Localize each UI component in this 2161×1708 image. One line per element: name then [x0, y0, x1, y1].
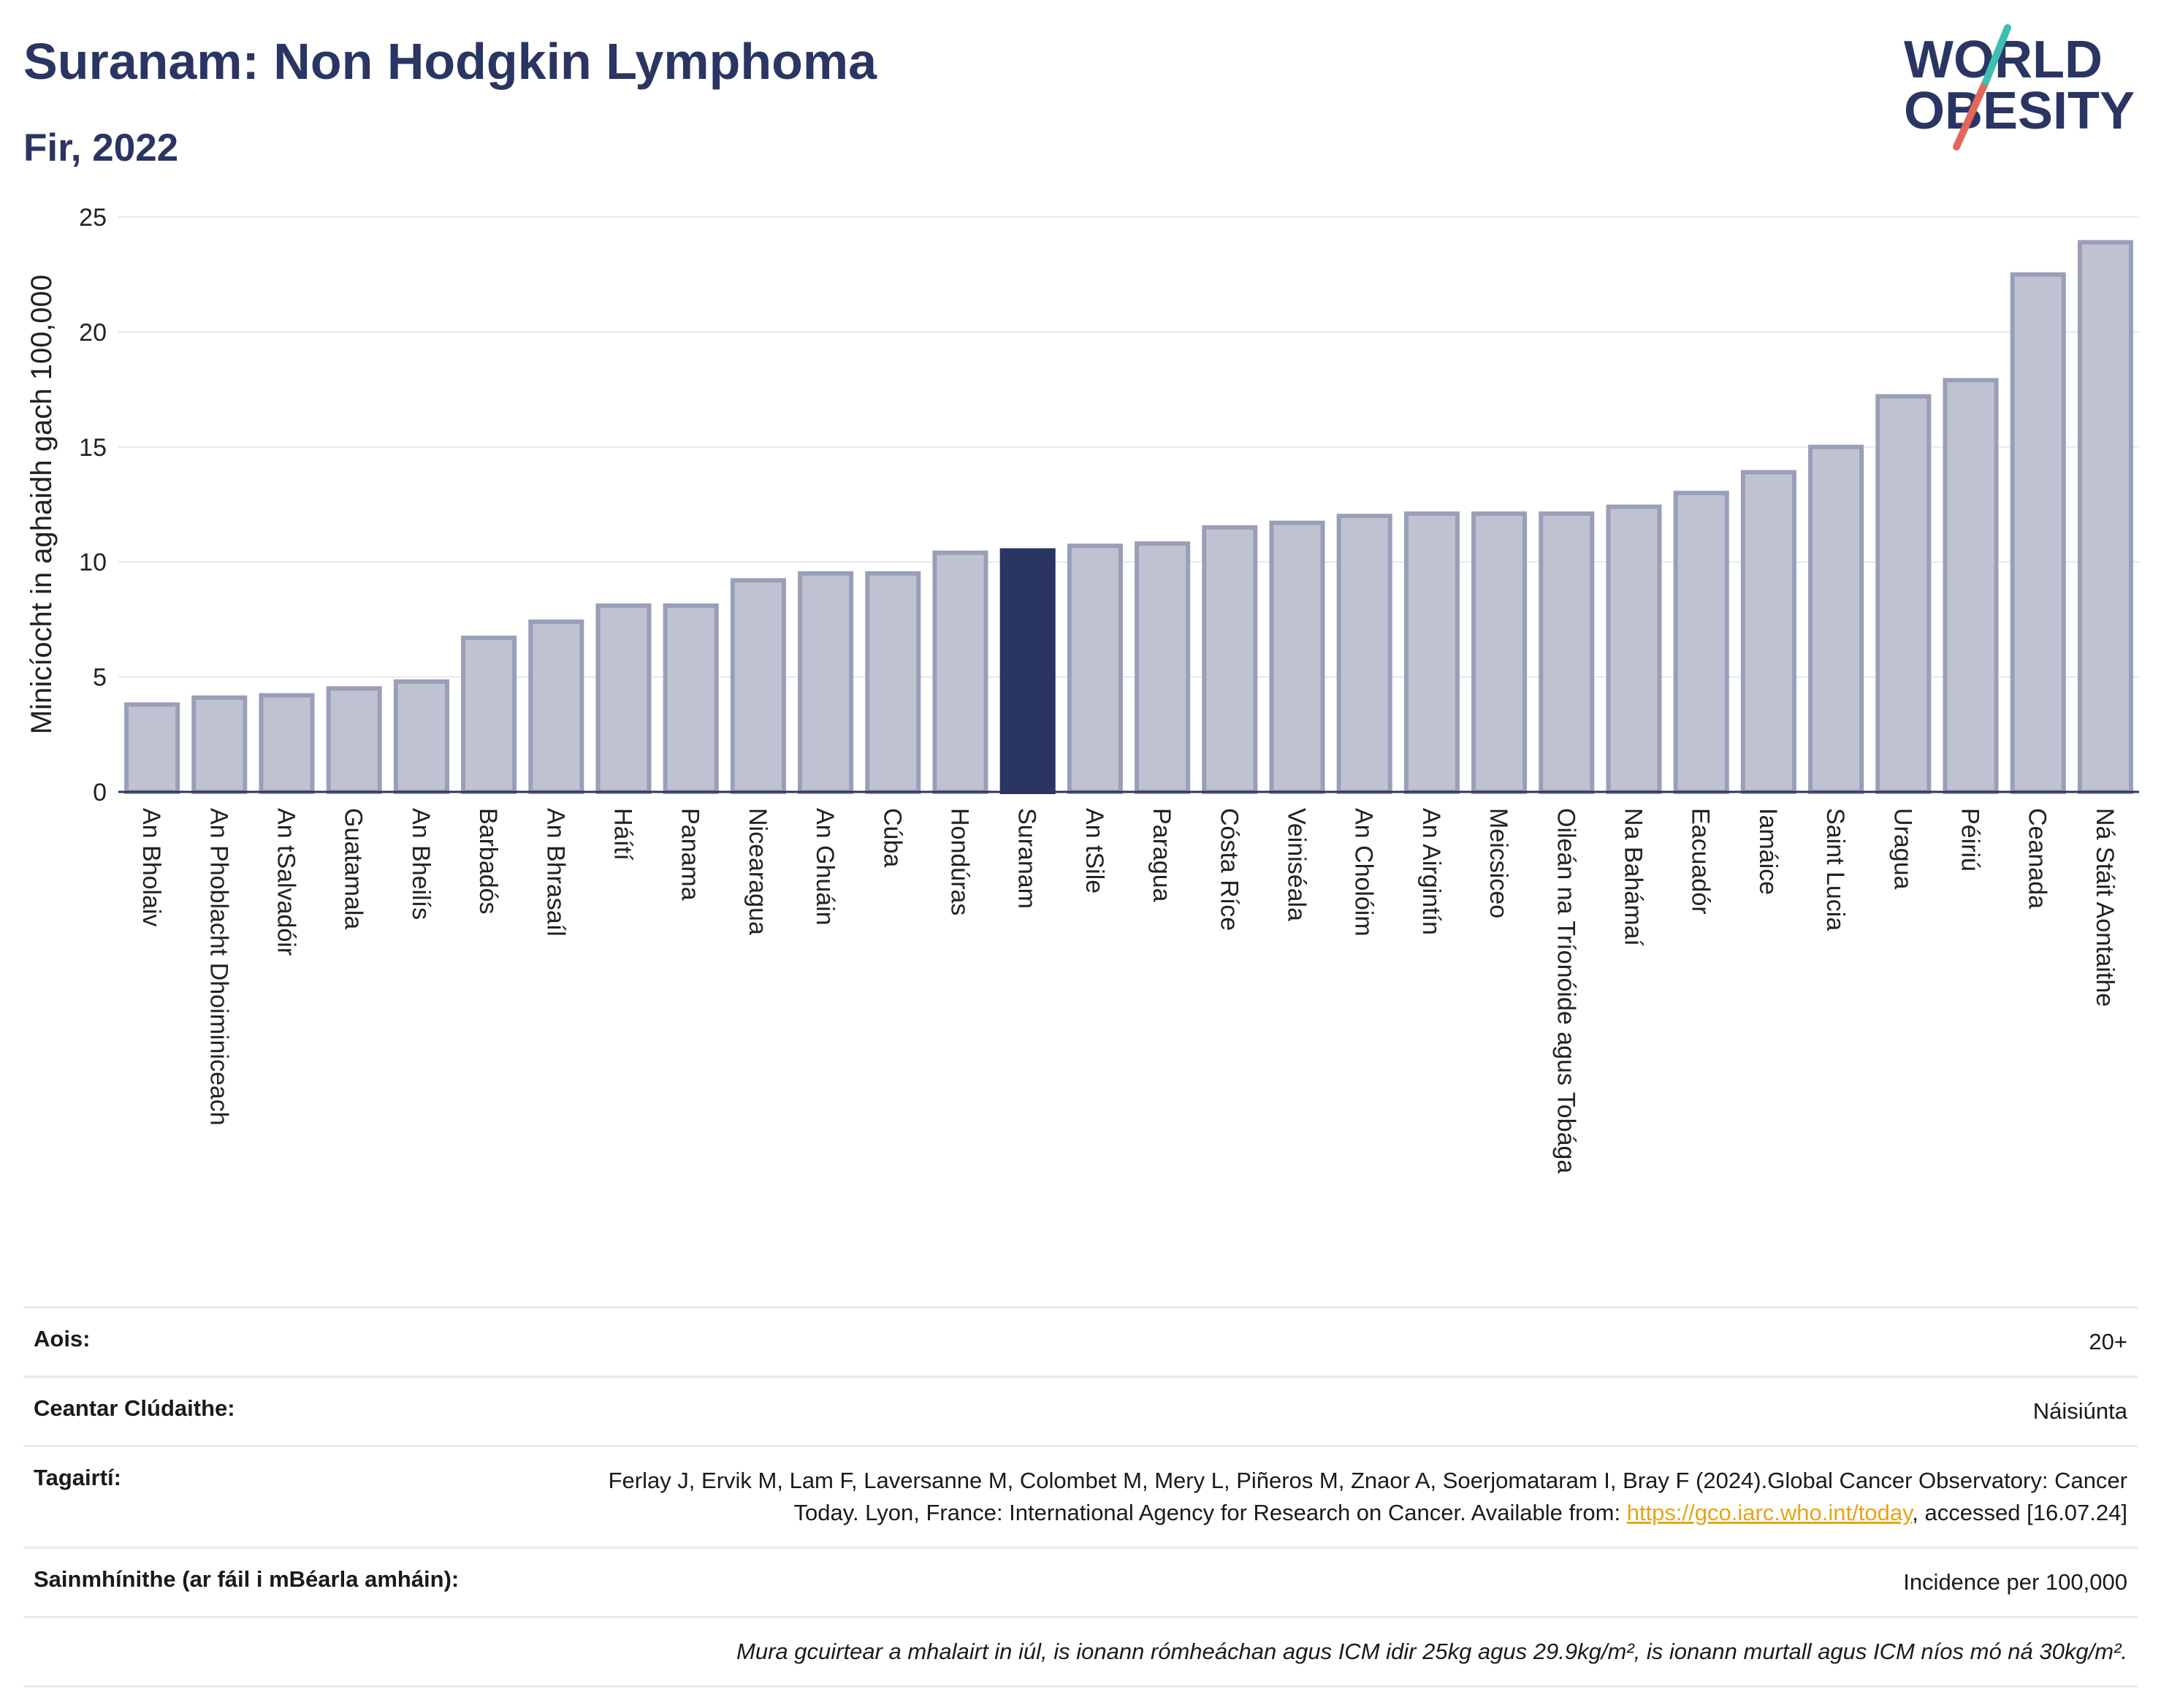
x-tick-label: Ná Stáit Aontaithe [2091, 808, 2119, 1007]
x-tick-label: Cúba [878, 808, 906, 867]
x-axis-labels: An Bholaiv An Phoblacht Dhoiminiceach An t… [137, 808, 2119, 1173]
info-row-note: Mura gcuirtear a mhalairt in iúl, is ion… [23, 1616, 2138, 1688]
references-text: Ferlay J, Ervik M, Lam F, Laversanne M, … [608, 1468, 2127, 1525]
info-row-coverage: Ceantar Clúdaithe: Náisiúnta [23, 1376, 2138, 1445]
bar-meicsiceo [1471, 511, 1528, 794]
bar-iam-ice [1740, 470, 1796, 794]
y-tick-label: 0 [93, 779, 107, 807]
bar-an-bholaiv [124, 702, 180, 794]
bar-h-t- [595, 603, 652, 795]
bar-nicearagua [730, 578, 786, 794]
bar-an-tsalvad-ir [259, 693, 315, 794]
x-tick-label: Saint Lucia [1821, 808, 1849, 931]
world-obesity-logo: WORLD OBESITY [1904, 24, 2135, 150]
info-table: Aois: 20+ Ceantar Clúdaithe: Náisiúnta T… [23, 1306, 2138, 1688]
x-tick-label: Guatamala [340, 808, 367, 929]
x-tick-label: An Ghuáin [811, 808, 839, 926]
bar-an-ghu-in [798, 571, 854, 794]
bar-p-iri- [1943, 378, 1999, 794]
x-tick-label: Nicearagua [744, 808, 771, 935]
references-link[interactable]: https://gco.iarc.who.int/today [1626, 1500, 1913, 1525]
y-tick-label: 15 [79, 434, 107, 462]
bar-an-airgint-n [1403, 511, 1460, 794]
x-tick-label: Iamáice [1754, 808, 1782, 895]
bar-eacuad-r [1673, 490, 1729, 794]
x-tick-label: Cósta Ríce [1215, 808, 1243, 931]
bar-ceanada [2010, 272, 2066, 794]
y-tick-label: 25 [79, 204, 107, 232]
references-label: Tagairtí: [34, 1465, 121, 1490]
y-axis-label: Minicíocht in aghaidh gach 100,000 [26, 275, 58, 734]
bar-an-bheil-s [393, 679, 449, 794]
x-tick-label: An Bheilís [407, 808, 435, 920]
footnote: Mura gcuirtear a mhalairt in iúl, is ion… [736, 1639, 2127, 1664]
bar-n-st-it-aontaithe [2077, 240, 2133, 794]
x-tick-label: An Cholóim [1350, 808, 1378, 937]
x-tick-label: Barbadós [474, 808, 502, 915]
grid-lines [118, 216, 2139, 678]
logo-line2: OBESITY [1904, 82, 2135, 140]
page-subtitle: Fir, 2022 [23, 126, 179, 169]
definitions-value: Incidence per 100,000 [1903, 1569, 2127, 1595]
x-tick-label: An Bhrasaíl [541, 808, 569, 937]
bar-an-chol-im [1336, 514, 1392, 794]
x-tick-label: An Bholaiv [137, 808, 165, 927]
bar-panama [663, 603, 719, 795]
bar-barbad-s [461, 636, 517, 794]
page-title: Suranam: Non Hodgkin Lymphoma [23, 33, 877, 90]
bar-suranam [999, 548, 1056, 795]
x-tick-label: Na Bahámaí [1620, 808, 1647, 947]
x-tick-label: Hondúras [946, 808, 974, 915]
bar-an-bhrasa-l [528, 619, 584, 794]
y-axis-ticks: 0 5 10 15 20 25 [79, 204, 107, 807]
x-tick-label: Panama [676, 808, 704, 901]
x-tick-label: Péiriú [1956, 808, 1984, 872]
x-tick-label: Meicsiceo [1485, 808, 1512, 918]
bar-chart: 0 5 10 15 20 25 An Bholaiv An Phoblacht Dhoimi… [26, 204, 2139, 1173]
x-tick-label: Háítí [609, 808, 637, 861]
bar-an-tsile [1067, 544, 1123, 794]
bar-paragua [1135, 541, 1191, 794]
bar-oile-n-na-tr-on-ide-agus-tob-ga [1539, 511, 1595, 794]
age-value: 20+ [2089, 1329, 2127, 1354]
references-value: Ferlay J, Ervik M, Lam F, Laversanne M, … [593, 1465, 2127, 1529]
x-tick-label: Suranam [1013, 808, 1041, 909]
bar-saint-lucia [1808, 444, 1864, 794]
x-tick-label: Uragua [1889, 808, 1916, 890]
y-tick-label: 10 [79, 549, 107, 576]
y-tick-label: 5 [93, 664, 107, 692]
bar-c-sta-r-ce [1202, 525, 1258, 794]
x-tick-label: An Phoblacht Dhoiminiceach [205, 808, 232, 1126]
bar-veinis-ala [1269, 520, 1325, 795]
bar-guatamala [326, 686, 382, 795]
info-row-definitions: Sainmhínithe (ar fáil i mBéarla amháin):… [23, 1547, 2138, 1616]
x-tick-label: An tSalvadóir [272, 808, 300, 956]
x-tick-label: An Airgintín [1417, 808, 1445, 935]
x-tick-label: Paragua [1148, 808, 1175, 902]
x-tick-label: Ceanada [2024, 808, 2051, 909]
bar-c-ba [865, 571, 921, 794]
definitions-label: Sainmhínithe (ar fáil i mBéarla amháin): [34, 1566, 460, 1592]
info-row-age: Aois: 20+ [23, 1306, 2138, 1376]
x-tick-label: An tSile [1080, 808, 1108, 893]
info-row-references: Tagairtí: Ferlay J, Ervik M, Lam F, Lave… [23, 1445, 2138, 1547]
coverage-value: Náisiúnta [2032, 1398, 2127, 1424]
bar-an-phoblacht-dhoiminiceach [191, 695, 248, 794]
x-tick-label: Veiniséala [1283, 808, 1311, 921]
y-tick-label: 20 [79, 319, 107, 346]
age-label: Aois: [34, 1326, 91, 1351]
coverage-label: Ceantar Clúdaithe: [34, 1395, 235, 1421]
x-tick-label: Eacuadór [1687, 808, 1715, 915]
bars [124, 240, 2133, 795]
x-tick-label: Oileán na Tríonóide agus Tobága [1552, 808, 1579, 1173]
bar-hond-ras [932, 550, 988, 794]
bar-uragua [1875, 394, 1932, 794]
references-tail: , accessed [16.07.24] [1912, 1500, 2127, 1525]
bar-na-bah-ma- [1606, 504, 1662, 794]
